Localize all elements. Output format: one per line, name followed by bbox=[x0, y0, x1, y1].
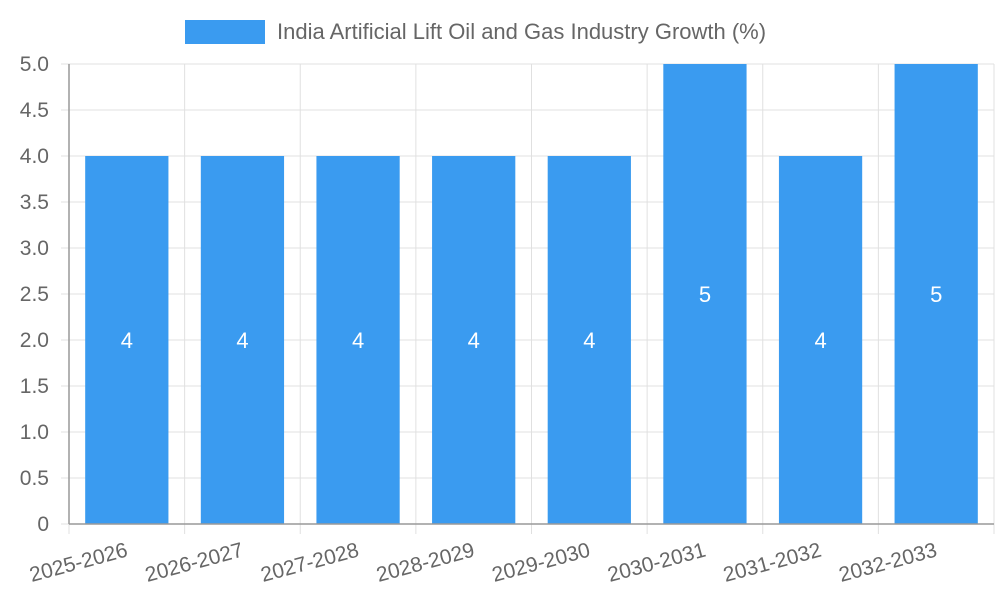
bar-value-label: 4 bbox=[468, 328, 480, 353]
bar-value-label: 4 bbox=[583, 328, 595, 353]
bars bbox=[85, 64, 978, 524]
bar-value-label: 4 bbox=[352, 328, 364, 353]
y-tick-label: 1.5 bbox=[20, 375, 49, 398]
legend-label[interactable]: India Artificial Lift Oil and Gas Indust… bbox=[277, 19, 766, 44]
y-tick-label: 2.5 bbox=[20, 283, 49, 306]
x-tick-label: 2028-2029 bbox=[374, 539, 477, 587]
y-tick-label: 4.5 bbox=[20, 99, 49, 122]
bar-2025-2026[interactable] bbox=[85, 156, 169, 524]
y-tick-label: 2.0 bbox=[20, 329, 49, 352]
y-tick-label: 5.0 bbox=[20, 53, 49, 76]
data-labels: 4 4 4 4 4 5 4 5 bbox=[121, 282, 943, 353]
y-tick-label: 3.5 bbox=[20, 191, 49, 214]
bar-2032-2033[interactable] bbox=[894, 64, 978, 524]
x-tick-label: 2026-2027 bbox=[143, 539, 246, 587]
x-tick-label: 2030-2031 bbox=[605, 539, 708, 587]
y-tick-label: 3.0 bbox=[20, 237, 49, 260]
x-tick-label: 2027-2028 bbox=[258, 539, 361, 587]
bar-2027-2028[interactable] bbox=[316, 156, 400, 524]
bar-value-label: 5 bbox=[930, 282, 942, 307]
y-tick-label: 0.5 bbox=[20, 467, 49, 490]
x-tick-label: 2032-2033 bbox=[837, 539, 940, 587]
x-tick-label: 2031-2032 bbox=[721, 539, 824, 587]
bar-value-label: 4 bbox=[121, 328, 133, 353]
bar-2026-2027[interactable] bbox=[200, 156, 285, 524]
bar-2028-2029[interactable] bbox=[432, 156, 516, 524]
bar-2030-2031[interactable] bbox=[663, 64, 747, 524]
bar-value-label: 5 bbox=[699, 282, 711, 307]
bar-2031-2032[interactable] bbox=[778, 156, 863, 524]
bar-2029-2030[interactable] bbox=[547, 156, 631, 524]
legend-swatch[interactable] bbox=[185, 20, 265, 44]
bar-value-label: 4 bbox=[814, 328, 826, 353]
legend[interactable]: India Artificial Lift Oil and Gas Indust… bbox=[185, 19, 766, 44]
x-tick-label: 2029-2030 bbox=[490, 539, 593, 587]
bar-value-label: 4 bbox=[236, 328, 248, 353]
y-tick-label: 4.0 bbox=[20, 145, 49, 168]
y-tick-label: 1.0 bbox=[20, 421, 49, 444]
x-tick-label: 2025-2026 bbox=[27, 539, 130, 587]
y-tick-label: 0 bbox=[37, 513, 49, 536]
